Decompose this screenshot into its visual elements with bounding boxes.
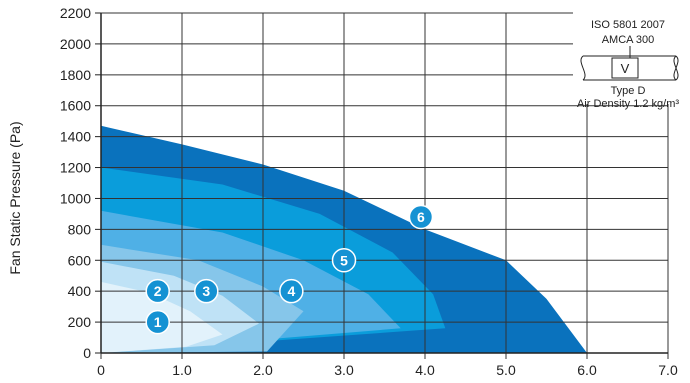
badge-label: 6 <box>417 209 425 225</box>
y-tick-label: 600 <box>68 252 92 268</box>
badge-circle <box>145 309 170 335</box>
x-tick-label: 1.0 <box>172 362 192 378</box>
series-badge-1: 1 <box>145 309 170 335</box>
badge-circle <box>145 278 170 304</box>
y-tick-label: 800 <box>68 221 92 237</box>
badge-circle <box>279 278 304 304</box>
velocity-box <box>611 57 639 79</box>
y-tick-labels: 0 200 400 600 800 1000 1200 1400 1600 1800 2000 220… <box>60 5 91 361</box>
x-tick-label: 5.0 <box>496 362 516 378</box>
x-tick-label: 2.0 <box>253 362 273 378</box>
badge-label: 3 <box>202 283 210 299</box>
y-tick-label: 2000 <box>60 36 91 52</box>
x-tick-label: 7.0 <box>658 362 678 378</box>
y-axis-label: Fan Static Pressure (Pa) <box>7 121 23 274</box>
y-tick-label: 1200 <box>60 160 91 176</box>
badge-circle <box>194 278 219 304</box>
x-tick-label: 3.0 <box>334 362 354 378</box>
badge-label: 4 <box>287 283 295 299</box>
x-tick-label: 0 <box>97 362 105 378</box>
x-tick-labels: 0 1.0 2.0 3.0 4.0 5.0 6.0 7.0 <box>97 362 678 378</box>
legend-type: Type D <box>611 85 646 97</box>
badge-circle <box>331 248 357 273</box>
y-tick-label: 1600 <box>60 98 91 114</box>
standard-legend: ISO 5801 2007 AMCA 300 V Type D Air Dens… <box>573 10 683 110</box>
series-badges: 1 2 3 4 5 6 <box>145 204 434 335</box>
series-badge-6: 6 <box>408 204 434 230</box>
y-tick-label: 400 <box>68 283 92 299</box>
series-badge-2: 2 <box>145 278 170 304</box>
badge-label: 5 <box>340 252 348 268</box>
legend-background <box>573 10 683 104</box>
legend-standard-amca: AMCA 300 <box>602 34 655 46</box>
series-badge-3: 3 <box>194 278 219 304</box>
badge-label: 1 <box>154 314 162 330</box>
axes <box>95 12 668 354</box>
y-tick-label: 1400 <box>60 129 91 145</box>
badge-circle <box>408 204 434 230</box>
series-badge-4: 4 <box>279 278 304 304</box>
series-badge-5: 5 <box>331 248 357 273</box>
legend-standard-iso: ISO 5801 2007 <box>591 19 665 31</box>
legend-velocity-mark: V <box>621 61 630 76</box>
y-tick-label: 1800 <box>60 67 91 83</box>
legend-air-density: Air Density 1.2 kg/m³ <box>577 98 679 110</box>
y-tick-label: 1000 <box>60 190 91 206</box>
x-tick-label: 4.0 <box>415 362 435 378</box>
y-tick-label: 2200 <box>60 5 91 21</box>
x-tick-label: 6.0 <box>577 362 597 378</box>
performance-areas <box>101 125 587 353</box>
badge-label: 2 <box>154 283 162 299</box>
y-tick-label: 0 <box>83 345 91 361</box>
y-tick-label: 200 <box>68 314 92 330</box>
